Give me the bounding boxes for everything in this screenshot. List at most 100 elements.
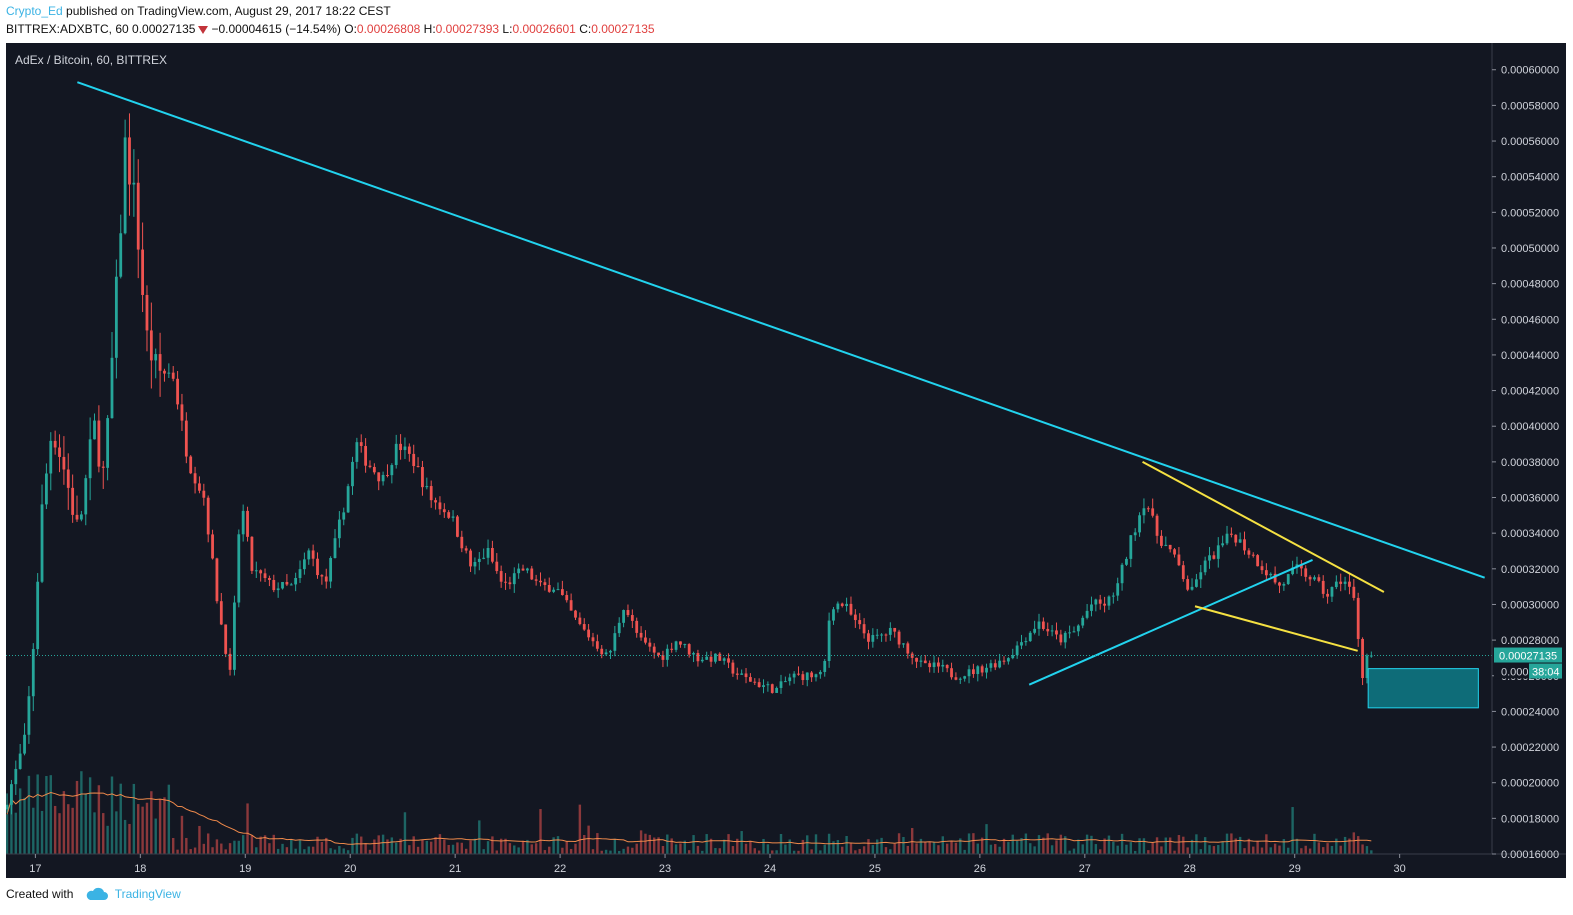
volume-bar xyxy=(959,838,962,854)
volume-bar xyxy=(285,847,289,854)
volume-bar xyxy=(989,844,993,854)
cyan-trend-line[interactable] xyxy=(77,81,1485,579)
candle-body xyxy=(989,663,993,668)
volume-bar xyxy=(220,843,223,854)
volume-bar xyxy=(88,777,92,854)
candle-body xyxy=(945,664,949,669)
volume-bar xyxy=(600,850,603,854)
volume-bar xyxy=(447,844,450,854)
price-chart[interactable]: 0.00060000 0.00058000 0.00056000 0.00054000… xyxy=(6,43,1566,878)
volume-bar xyxy=(1055,840,1058,854)
candle-body xyxy=(753,681,757,683)
volume-bar xyxy=(1269,847,1272,854)
volume-bar xyxy=(1260,847,1264,854)
candle-body xyxy=(517,568,521,574)
volume-bar xyxy=(167,784,171,854)
volume-bar xyxy=(1247,838,1251,854)
candle-body xyxy=(1120,564,1124,584)
candle-body xyxy=(993,663,997,668)
volume-bar xyxy=(412,836,415,854)
volume-bar xyxy=(687,850,691,854)
candle-body xyxy=(1339,581,1343,584)
candle-body xyxy=(377,472,381,482)
target-zone-box[interactable] xyxy=(1367,668,1479,709)
volume-bar xyxy=(185,837,188,854)
time-tick-label: 20 xyxy=(344,863,356,875)
candle-body xyxy=(149,330,153,361)
candle-body xyxy=(1002,660,1006,662)
candle-body xyxy=(1173,549,1176,555)
volume-bar xyxy=(1002,838,1006,854)
candle-body xyxy=(937,662,940,667)
cyan-trend-line[interactable] xyxy=(1028,558,1313,686)
price-axis[interactable]: 0.00060000 0.00058000 0.00056000 0.00054000… xyxy=(1492,65,1562,861)
candle-body xyxy=(259,570,263,574)
volume-bar xyxy=(1155,837,1159,854)
volume-bar xyxy=(259,836,262,854)
volume-bar xyxy=(1151,842,1154,854)
volume-bar xyxy=(1278,845,1281,854)
candle-body xyxy=(1041,621,1045,629)
volume-bar xyxy=(644,833,647,854)
volume-bar xyxy=(163,797,166,854)
candle-body xyxy=(1299,564,1303,569)
candle-body xyxy=(539,580,542,583)
candle-body xyxy=(1247,550,1251,555)
volume-bar xyxy=(775,850,778,854)
volume-bar xyxy=(1243,848,1246,854)
yellow-trend-line[interactable] xyxy=(1194,605,1358,652)
candle-body xyxy=(128,137,131,185)
author-link[interactable]: Crypto_Ed xyxy=(6,4,63,18)
candle-body xyxy=(801,674,805,681)
candle-body xyxy=(1221,543,1225,546)
volume-bar xyxy=(1182,836,1185,854)
candle-body xyxy=(469,550,472,567)
candle-body xyxy=(862,624,866,634)
candle-body xyxy=(674,641,678,650)
volume-bar xyxy=(1256,840,1259,854)
price-tick-label: 0.00054000 xyxy=(1501,172,1559,184)
volume-bar xyxy=(718,848,721,854)
volume-bar xyxy=(832,841,835,854)
volume-bar xyxy=(1042,837,1045,854)
volume-bar xyxy=(504,838,507,854)
candle-body xyxy=(464,548,468,551)
volume-bar xyxy=(635,843,638,854)
candle-body xyxy=(552,589,556,592)
candle-body xyxy=(1059,634,1063,643)
time-axis[interactable]: 17 18 19 20 21 22 23 24 25 26 27 28 29 30 xyxy=(29,854,1406,875)
price-tick-label: 0.00028000 xyxy=(1501,635,1559,647)
candle-body xyxy=(31,649,35,697)
candle-body xyxy=(884,634,888,636)
volume-bar xyxy=(884,847,888,854)
candle-body xyxy=(556,589,560,591)
candle-body xyxy=(670,648,674,650)
candle-body xyxy=(1063,632,1067,643)
volume-bar xyxy=(115,811,118,854)
candle-body xyxy=(53,440,57,448)
candle-body xyxy=(578,617,582,625)
candle-body xyxy=(805,672,809,681)
candle-body xyxy=(871,635,875,642)
volume-bar xyxy=(443,839,446,854)
drawing-layer[interactable] xyxy=(6,81,1492,709)
candle-body xyxy=(1055,630,1058,635)
volume-bar xyxy=(71,807,74,854)
yellow-trend-line[interactable] xyxy=(1142,460,1385,593)
volume-bar xyxy=(1186,847,1189,854)
tradingview-link[interactable]: TradingView xyxy=(114,887,181,901)
candle-body xyxy=(880,634,883,636)
candle-body xyxy=(329,557,333,582)
volume-bar xyxy=(1029,843,1032,854)
close-label: C: xyxy=(579,22,592,36)
candle-body xyxy=(923,660,927,664)
volume-bar xyxy=(6,814,9,854)
candle-body xyxy=(62,456,66,470)
volume-bar xyxy=(1291,807,1294,854)
candle-body xyxy=(233,602,236,670)
time-tick-label: 27 xyxy=(1079,863,1091,875)
candle-body xyxy=(477,558,481,562)
low-label: L: xyxy=(502,22,513,36)
volume-bar xyxy=(1212,846,1216,854)
volume-bar xyxy=(408,845,411,854)
